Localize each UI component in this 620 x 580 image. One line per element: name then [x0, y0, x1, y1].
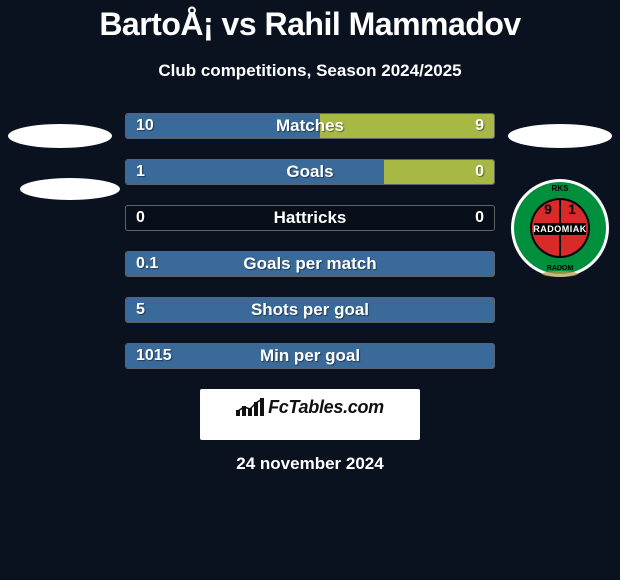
- stat-value-right: 0: [475, 206, 484, 230]
- badge-text-bot: RADOM: [547, 265, 574, 272]
- date: 24 november 2024: [0, 454, 620, 474]
- avatar-placeholder-shape: [20, 178, 120, 200]
- stat-row: 1015Min per goal: [125, 343, 495, 369]
- stat-label: Hattricks: [126, 206, 494, 230]
- comparison-rows: 10Matches91Goals00Hattricks00.1Goals per…: [125, 113, 495, 369]
- stat-label: Goals per match: [126, 252, 494, 276]
- club-badge-right: RKS RADOMIAK RADOM 9 1: [510, 178, 610, 283]
- player-right-avatar: [508, 124, 612, 178]
- stat-value-right: 9: [475, 114, 484, 138]
- stat-label: Min per goal: [126, 344, 494, 368]
- brand-chart-icon: [236, 398, 266, 416]
- badge-text-top: RKS: [552, 184, 570, 193]
- badge-num-right: 1: [568, 201, 576, 217]
- stat-label: Goals: [126, 160, 494, 184]
- stat-value-right: 0: [475, 160, 484, 184]
- page-title: BartoÅ¡ vs Rahil Mammadov: [0, 0, 620, 43]
- avatar-placeholder-shape: [8, 124, 112, 148]
- player-left-avatar: [8, 124, 120, 230]
- brand-text: FcTables.com: [268, 397, 384, 417]
- badge-num-left: 9: [544, 201, 552, 217]
- stat-row: 5Shots per goal: [125, 297, 495, 323]
- subtitle: Club competitions, Season 2024/2025: [0, 61, 620, 81]
- avatar-placeholder-shape: [508, 124, 612, 148]
- stat-row: 10Matches9: [125, 113, 495, 139]
- stat-label: Matches: [126, 114, 494, 138]
- stat-label: Shots per goal: [126, 298, 494, 322]
- brand-box: FcTables.com: [200, 389, 420, 440]
- stat-row: 0.1Goals per match: [125, 251, 495, 277]
- stat-row: 0Hattricks0: [125, 205, 495, 231]
- stat-row: 1Goals0: [125, 159, 495, 185]
- badge-text-mid: RADOMIAK: [533, 224, 587, 234]
